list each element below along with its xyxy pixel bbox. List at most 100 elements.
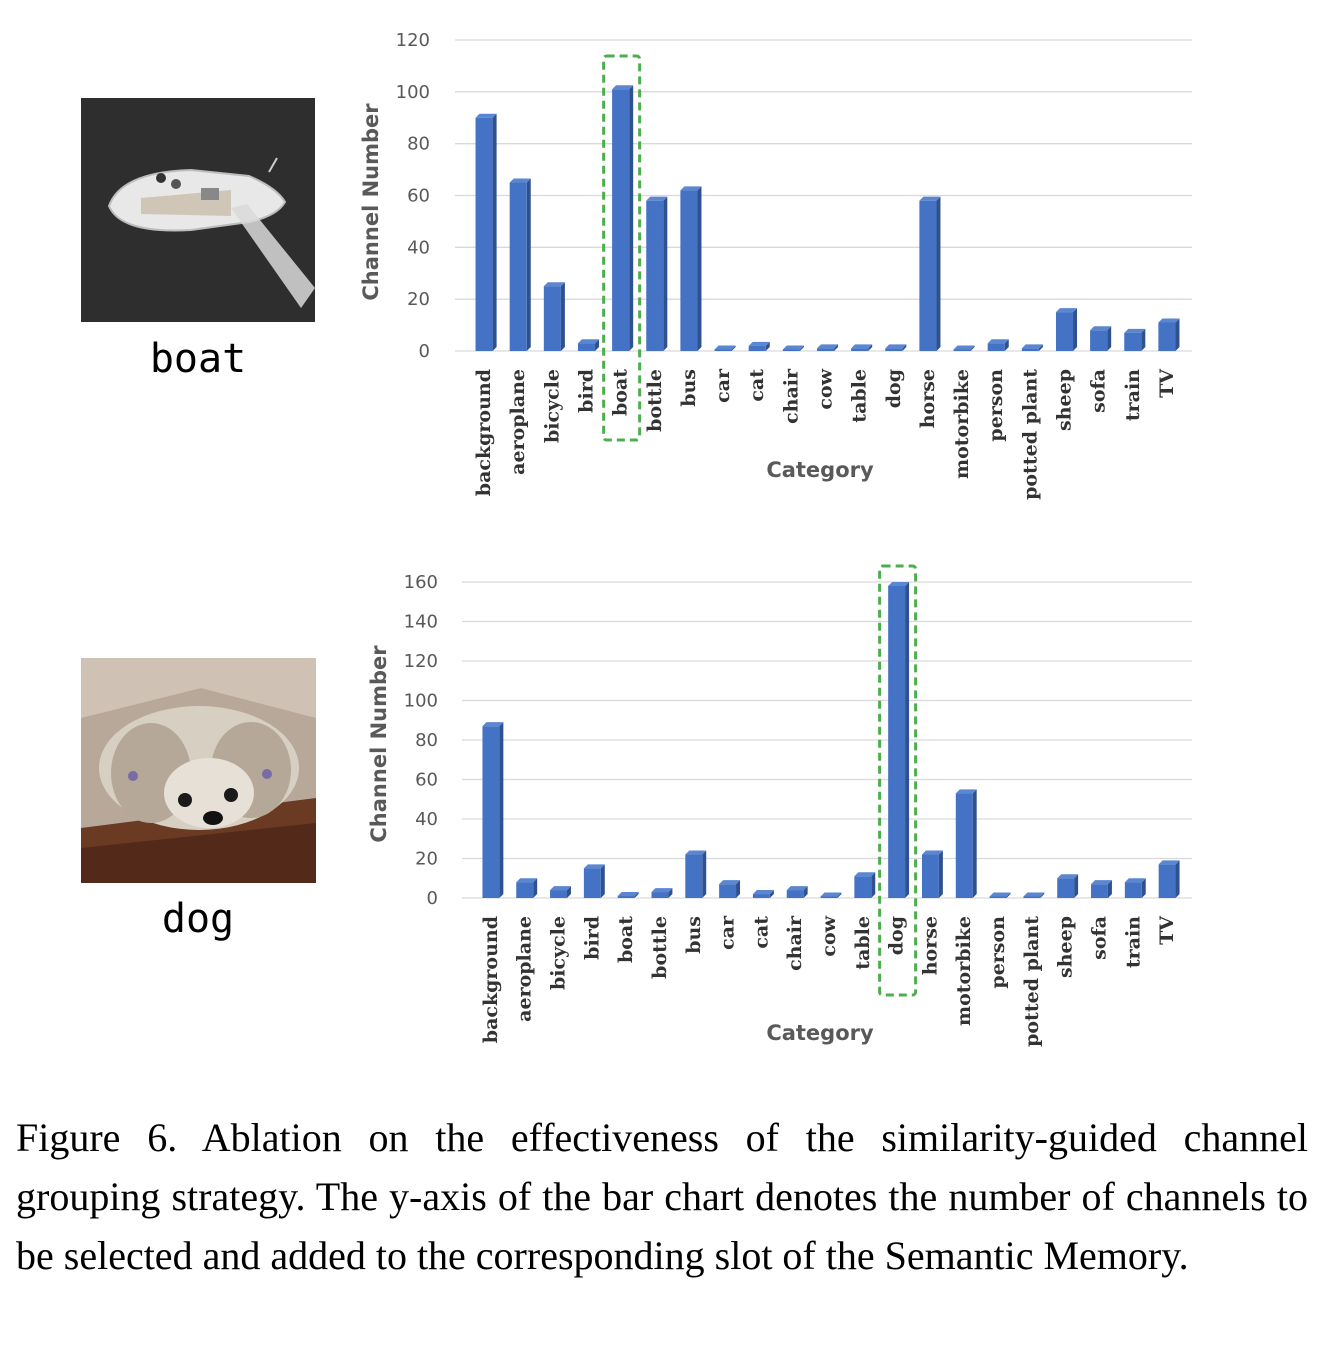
bar-side	[1107, 326, 1112, 351]
bar-top	[719, 880, 741, 885]
bar-top	[1021, 344, 1043, 349]
y-axis-label: Channel Number	[367, 645, 391, 843]
bar-bird	[583, 868, 601, 898]
x-tick-label: sheep	[1055, 916, 1077, 978]
bar-horse	[921, 854, 939, 898]
bar-top	[680, 186, 702, 191]
highlight-box	[602, 54, 642, 442]
bar-horse	[919, 200, 937, 351]
x-tick-label: sofa	[1088, 369, 1110, 413]
x-tick-label: TV	[1156, 915, 1178, 945]
bar-side	[595, 339, 600, 351]
bar-bus	[680, 190, 698, 351]
bar-person	[989, 896, 1007, 898]
bar-motorbike	[955, 793, 973, 898]
bar-top	[617, 892, 639, 897]
x-tick-label: horse	[919, 916, 941, 975]
x-tick-label: sofa	[1088, 916, 1110, 960]
bar-car	[714, 349, 732, 351]
bar-top	[1055, 308, 1078, 313]
x-tick-label: bird	[576, 369, 598, 413]
bar-side	[1004, 339, 1009, 351]
x-tick-label: train	[1122, 369, 1144, 421]
bar-top	[1091, 880, 1112, 885]
bar-top	[516, 878, 538, 883]
x-tick-label: motorbike	[951, 369, 973, 479]
bar-top	[987, 339, 1009, 344]
x-tick-label: boat	[615, 916, 637, 963]
bar-side	[663, 196, 668, 351]
bar-sofa	[1090, 330, 1108, 351]
bar-top	[509, 178, 531, 183]
y-tick-label: 0	[427, 888, 438, 909]
bar-side	[769, 890, 774, 898]
bar-top	[543, 282, 565, 287]
y-tick-label: 80	[407, 134, 430, 155]
x-tick-label: potted plant	[1021, 916, 1043, 1047]
x-tick-label: bottle	[649, 916, 671, 979]
bar-dog	[888, 585, 906, 898]
bar-cat	[748, 345, 766, 351]
bar-top	[550, 886, 571, 891]
x-tick-label: table	[852, 916, 874, 970]
y-tick-label: 40	[415, 809, 438, 830]
bar-top	[851, 344, 873, 349]
bar-side	[526, 178, 531, 351]
bar-sheep	[1057, 878, 1075, 898]
y-tick-label: 160	[404, 572, 438, 593]
x-tick-label: chair	[780, 368, 802, 424]
figure-caption: Figure 6. Ablation on the effectiveness …	[16, 1115, 1308, 1278]
bar-cat	[752, 894, 770, 898]
bar-top	[583, 864, 605, 869]
bar-side	[868, 344, 873, 351]
bar-bird	[577, 343, 596, 351]
bar-side	[1040, 892, 1045, 898]
bar-potted-plant	[1021, 348, 1039, 351]
bar-top	[475, 113, 497, 118]
bar-side	[1006, 892, 1011, 898]
x-tick-label: bus	[683, 916, 705, 954]
bar-table	[851, 348, 869, 351]
bar-potted-plant	[1023, 896, 1041, 898]
dog-photo-icon	[81, 658, 316, 883]
dog-label: dog	[161, 896, 235, 942]
bar-side	[668, 888, 673, 898]
bar-side	[799, 345, 804, 351]
y-tick-label: 100	[396, 82, 430, 103]
bar-side	[1175, 860, 1180, 898]
x-tick-label: dog	[883, 369, 905, 408]
bar-side	[970, 345, 975, 351]
bar-top	[482, 722, 504, 727]
bar-side	[871, 872, 876, 898]
bar-top	[953, 345, 975, 350]
boat-photo-icon	[81, 98, 315, 322]
bar-top	[919, 196, 941, 201]
bar-top	[1023, 892, 1045, 897]
bar-TV	[1158, 864, 1176, 898]
bar-top	[888, 581, 910, 586]
y-tick-label: 0	[419, 341, 430, 362]
bar-side	[560, 282, 565, 351]
bar-sofa	[1091, 884, 1108, 898]
boat-label: boat	[149, 336, 247, 382]
bar-side	[566, 886, 571, 898]
chart-0: 0 20 40 60 80 100 120 Channel Number background a…	[359, 30, 1192, 500]
highlight-box	[878, 564, 918, 997]
bar-top	[714, 345, 736, 350]
bar-car	[719, 884, 737, 898]
dog-photo	[81, 658, 316, 883]
x-axis-label: Category	[766, 458, 874, 482]
bar-side	[1038, 344, 1043, 351]
bar-boat	[617, 896, 635, 898]
bar-train	[1124, 332, 1142, 351]
x-tick-label: horse	[917, 369, 939, 428]
x-tick-label: bicycle	[548, 916, 570, 990]
bar-side	[736, 880, 741, 898]
bar-side	[697, 186, 702, 351]
y-tick-label: 60	[407, 186, 430, 207]
bar-side	[905, 581, 910, 898]
bar-table	[854, 876, 872, 898]
x-tick-label: cat	[750, 916, 772, 949]
bar-side	[1107, 880, 1112, 898]
bar-top	[646, 196, 668, 201]
